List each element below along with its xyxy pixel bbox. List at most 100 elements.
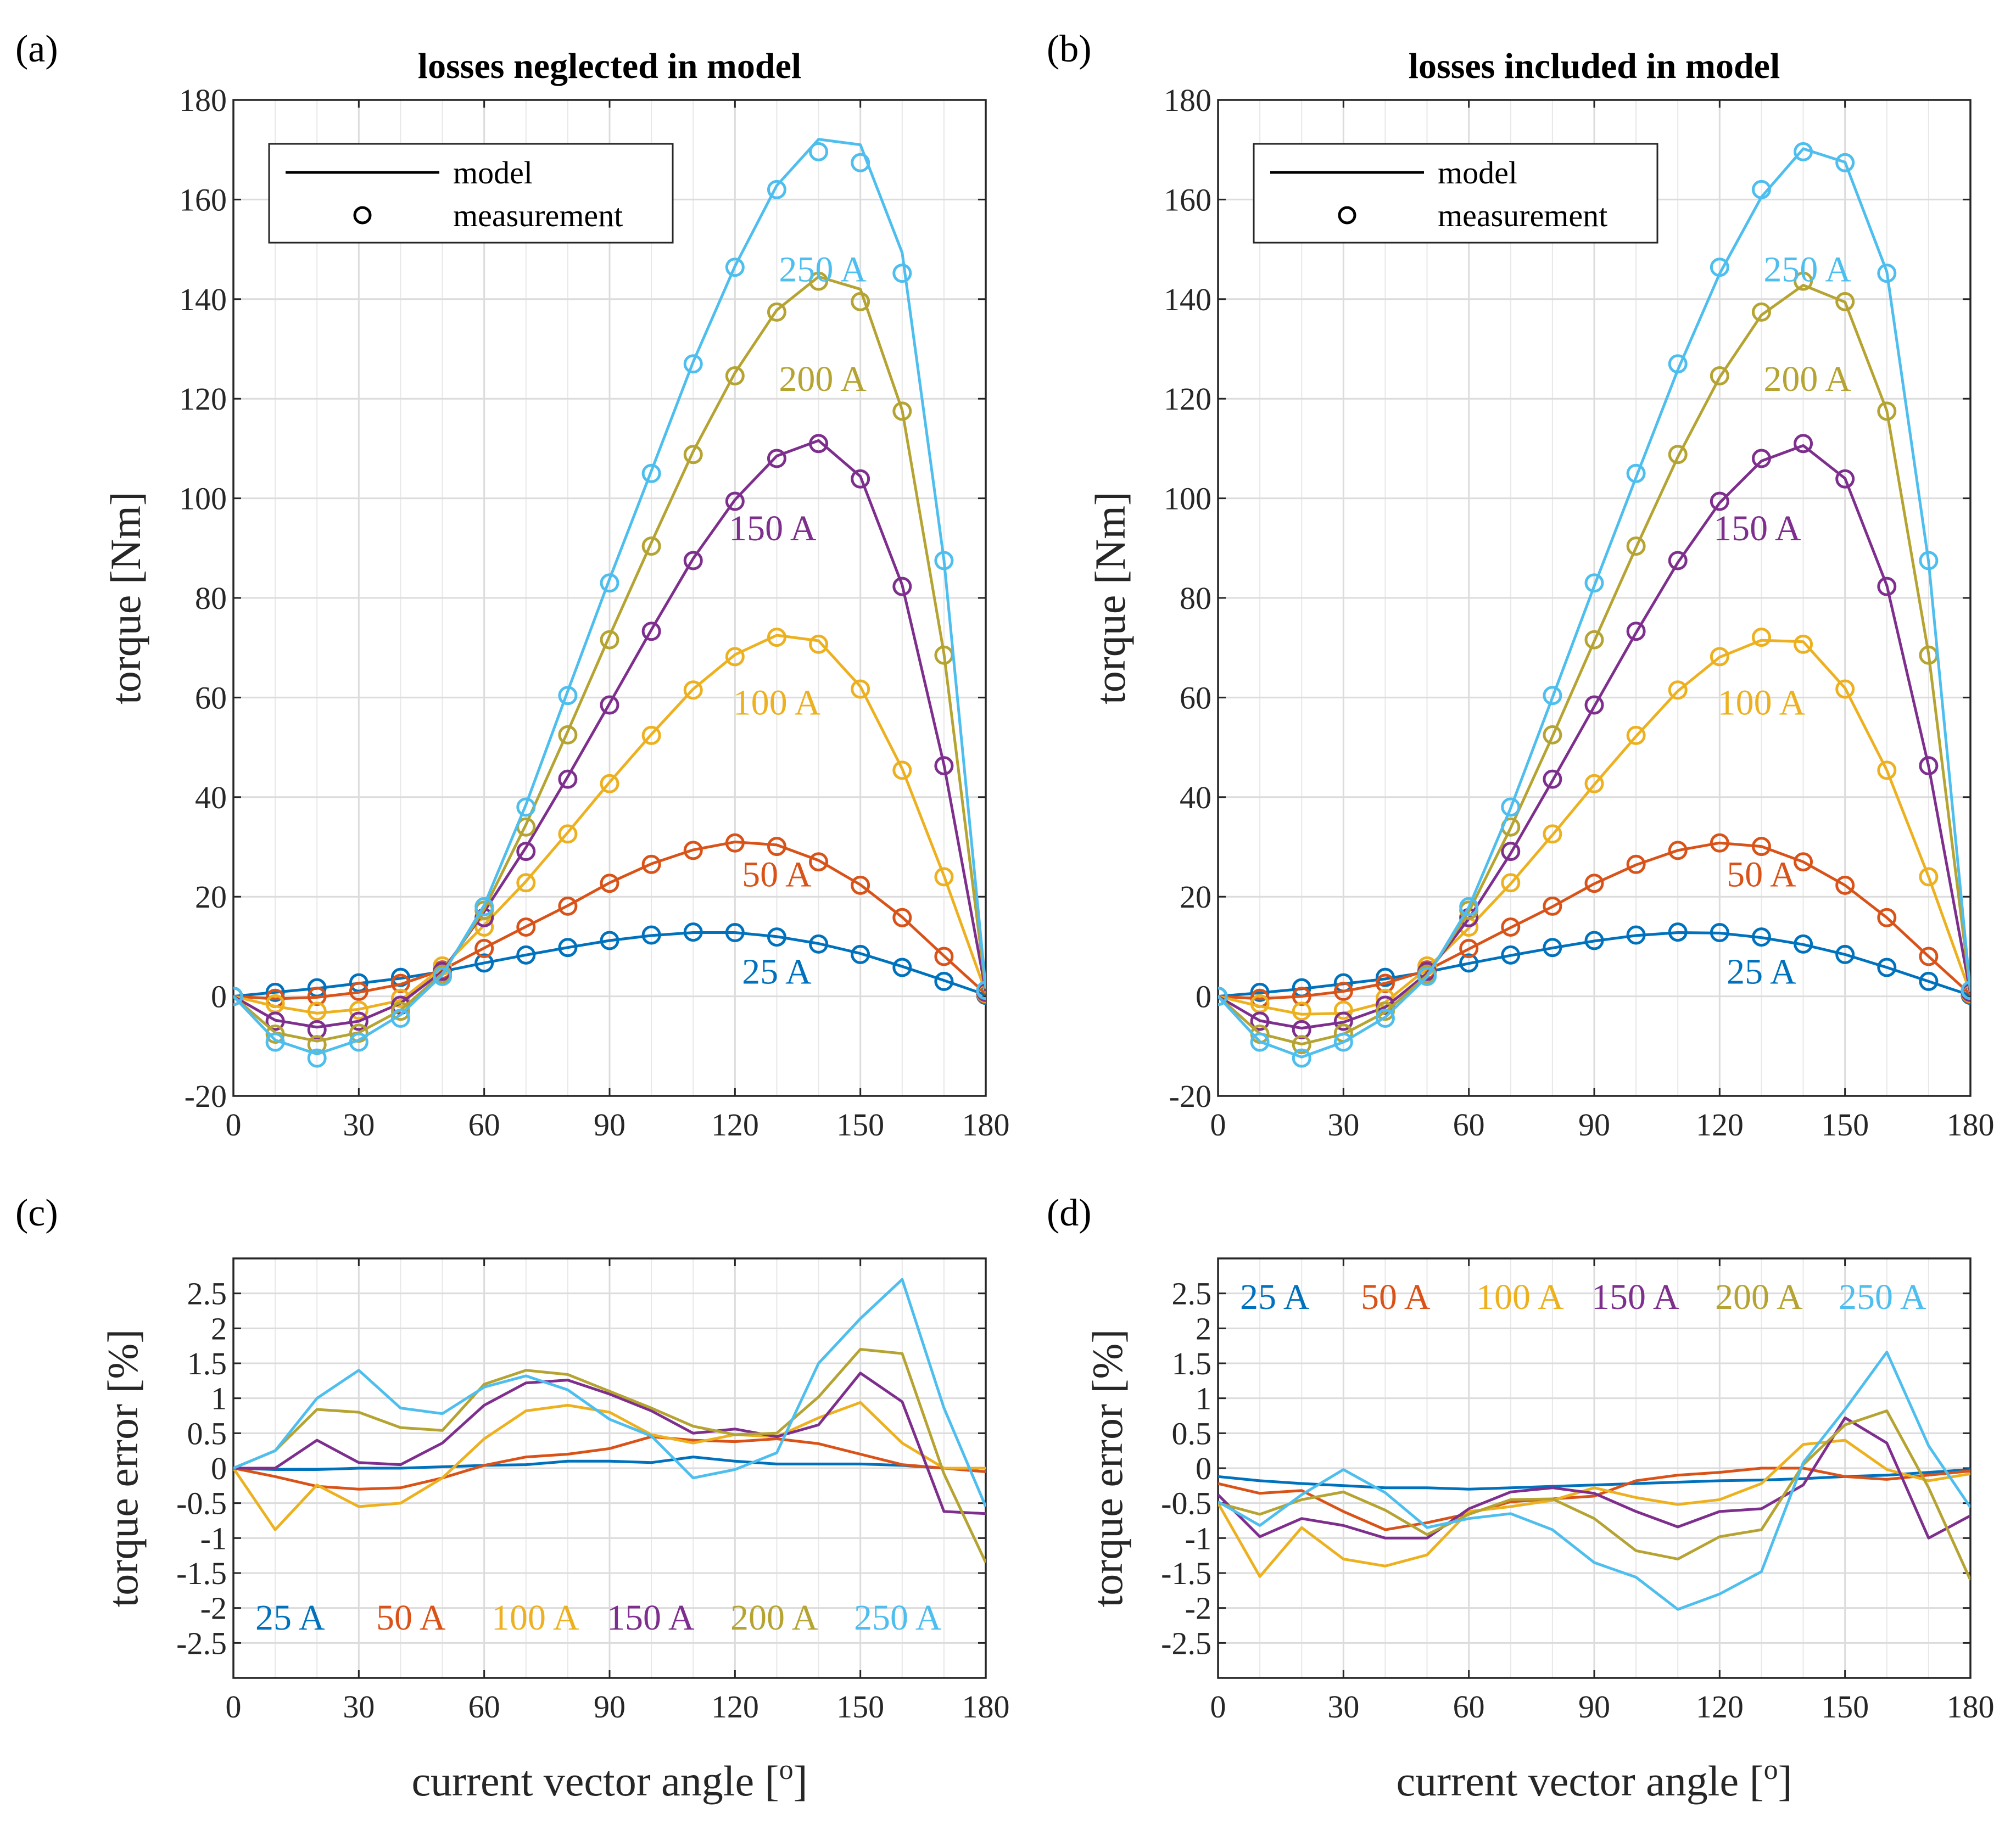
measurement-marker xyxy=(600,874,619,893)
y-tick-label: 2.5 xyxy=(187,1276,227,1312)
measurement-marker xyxy=(600,774,619,793)
measurement-marker xyxy=(265,982,285,1002)
measurement-marker xyxy=(725,366,745,385)
x-tick-label: 0 xyxy=(226,1107,242,1143)
panel-label: (c) xyxy=(15,1192,58,1234)
x-tick-label: 120 xyxy=(711,1107,759,1143)
measurement-marker xyxy=(1877,577,1897,596)
x-tick-label: 90 xyxy=(1578,1689,1610,1725)
measurement-marker xyxy=(1751,180,1771,199)
y-tick-label: -2.5 xyxy=(1161,1625,1211,1661)
measurement-marker xyxy=(1584,573,1604,593)
x-tick-label: 0 xyxy=(226,1689,242,1725)
series-100a xyxy=(1218,1439,1970,1578)
error-line-250a xyxy=(1218,1351,1970,1611)
x-axis-label-end: ] xyxy=(1778,1757,1792,1805)
y-tick-label: -2 xyxy=(1185,1591,1211,1626)
axes-box xyxy=(232,99,987,1097)
model-line-50a xyxy=(233,840,986,1000)
measurement-marker xyxy=(390,1001,410,1021)
x-tick-label: 180 xyxy=(1947,1107,1995,1143)
measurement-marker xyxy=(600,931,619,950)
measurement-marker xyxy=(1710,833,1729,853)
error-line-200a xyxy=(1218,1409,1970,1581)
x-tick-label: 90 xyxy=(594,1689,626,1725)
measurement-marker xyxy=(1751,302,1771,322)
measurement-marker xyxy=(641,536,661,556)
model-line-150a xyxy=(1218,444,1970,1030)
y-tick-label: -1 xyxy=(200,1520,227,1556)
degree-superscript: o xyxy=(1764,1754,1778,1786)
measurement-marker xyxy=(851,469,870,489)
measurement-marker xyxy=(1584,630,1604,650)
measurement-marker xyxy=(683,922,703,942)
measurement-marker xyxy=(600,695,619,715)
measurement-marker xyxy=(1250,1011,1270,1031)
measurement-marker xyxy=(349,1011,368,1031)
y-axis-label: torque error [%] xyxy=(1084,1329,1131,1608)
measurement-marker xyxy=(809,934,829,954)
measurement-marker xyxy=(1584,774,1604,793)
measurement-marker xyxy=(433,966,453,986)
legend: 25 A 50 A 100 A 150 A 200 A 250 A xyxy=(1240,1277,1926,1317)
measurement-marker xyxy=(1794,934,1813,954)
measurement-marker xyxy=(1375,967,1395,987)
measurement-marker xyxy=(1710,647,1729,667)
measurement-marker xyxy=(1710,258,1729,277)
panel-d: 0 30 60 90 120 150 180-2.5-2-1.5-1-0.500.511.5… xyxy=(1047,1192,1995,1805)
measurement-marker xyxy=(558,824,578,844)
measurement-marker xyxy=(1459,939,1479,959)
legend: model measurement xyxy=(1253,143,1658,244)
measurement-marker xyxy=(1794,852,1813,872)
measurement-marker xyxy=(1543,896,1562,916)
measurement-marker xyxy=(1751,927,1771,947)
x-tick-label: 150 xyxy=(1821,1107,1869,1143)
measurement-marker xyxy=(1794,634,1813,654)
legend-entry-150a: 150 A xyxy=(1591,1277,1679,1317)
measurement-marker xyxy=(1417,966,1437,986)
measurement-marker xyxy=(1292,1035,1311,1055)
measurement-marker xyxy=(809,434,829,454)
measurement-marker xyxy=(474,897,494,916)
panel-label: (a) xyxy=(15,28,58,70)
y-tick-label: 80 xyxy=(1180,580,1211,616)
measurement-marker xyxy=(558,686,578,706)
measurement-marker xyxy=(1835,292,1855,311)
measurement-marker xyxy=(1794,142,1813,161)
legend-entry-model: model xyxy=(1438,155,1517,191)
measurement-marker xyxy=(307,1001,327,1021)
y-tick-label: 1.5 xyxy=(187,1346,227,1381)
measurement-marker xyxy=(1794,271,1813,291)
measurement-marker xyxy=(1626,622,1646,641)
legend-entry-200a: 200 A xyxy=(1715,1277,1803,1317)
x-tick-label: 30 xyxy=(1327,1107,1359,1143)
model-line-250a xyxy=(1218,147,1970,1059)
series-250a xyxy=(1218,142,1970,1068)
legend: model measurement xyxy=(268,143,674,244)
measurement-marker xyxy=(307,1020,327,1039)
measurement-marker xyxy=(390,973,410,993)
measurement-marker xyxy=(516,917,536,937)
y-tick-label: 180 xyxy=(179,82,227,118)
measurement-marker xyxy=(1218,987,1228,1006)
measurement-marker xyxy=(767,449,786,468)
measurement-marker xyxy=(1919,756,1939,776)
measurement-marker xyxy=(683,680,703,700)
y-tick-label: 0 xyxy=(1196,979,1211,1015)
measurement-marker xyxy=(767,927,786,947)
x-tick-label: 120 xyxy=(711,1689,759,1725)
measurement-marker xyxy=(1543,938,1562,958)
measurement-marker xyxy=(1835,469,1855,489)
model-line-100a xyxy=(233,634,986,1015)
legend-box xyxy=(268,143,674,244)
plot-data xyxy=(233,1278,986,1563)
series-50a xyxy=(1218,1467,1970,1531)
y-tick-label: -1.5 xyxy=(1161,1555,1211,1591)
error-line-150a xyxy=(1218,1416,1970,1540)
legend: 25 A 50 A 100 A 150 A 200 A 250 A xyxy=(255,1598,942,1638)
y-tick-label: -20 xyxy=(185,1078,227,1114)
legend-entry-measurement: measurement xyxy=(1438,198,1607,233)
measurement-marker xyxy=(1835,944,1855,964)
measurement-marker xyxy=(641,925,661,945)
measurement-marker xyxy=(1584,874,1604,893)
